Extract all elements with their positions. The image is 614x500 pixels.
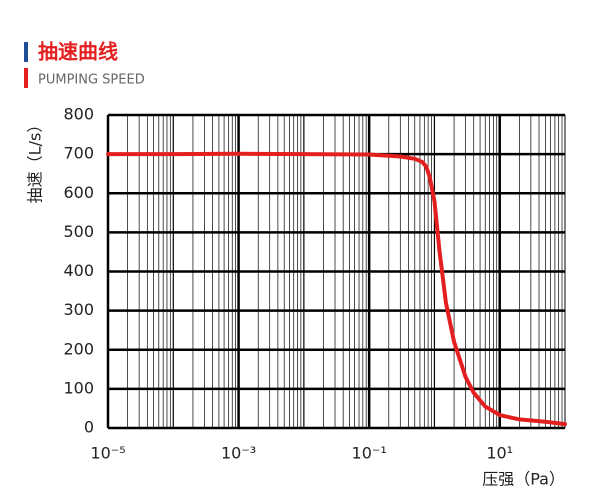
y-tick-label: 200 — [63, 339, 94, 358]
x-tick-label: 10⁻³ — [221, 444, 256, 463]
y-tick-label: 300 — [63, 300, 94, 319]
x-tick-label: 10⁻⁵ — [90, 444, 125, 463]
y-tick-label: 100 — [63, 378, 94, 397]
y-tick-label: 0 — [84, 418, 94, 437]
title-bar — [24, 42, 28, 62]
subtitle-bar — [24, 68, 28, 88]
line-series — [106, 151, 567, 427]
y-tick-label: 800 — [63, 105, 94, 124]
y-axis-label: 抽速（L/s） — [26, 117, 45, 204]
title: 抽速曲线 — [38, 40, 118, 64]
y-tick-label: 500 — [63, 222, 94, 241]
y-tick-label: 400 — [63, 261, 94, 280]
y-tick-label: 600 — [63, 183, 94, 202]
y-tick-label: 700 — [63, 144, 94, 163]
x-tick-label: 10¹ — [486, 444, 513, 463]
subtitle: PUMPING SPEED — [38, 73, 145, 88]
x-tick-label: 10⁻¹ — [352, 444, 387, 463]
x-axis-label: 压强（Pa） — [482, 470, 565, 489]
